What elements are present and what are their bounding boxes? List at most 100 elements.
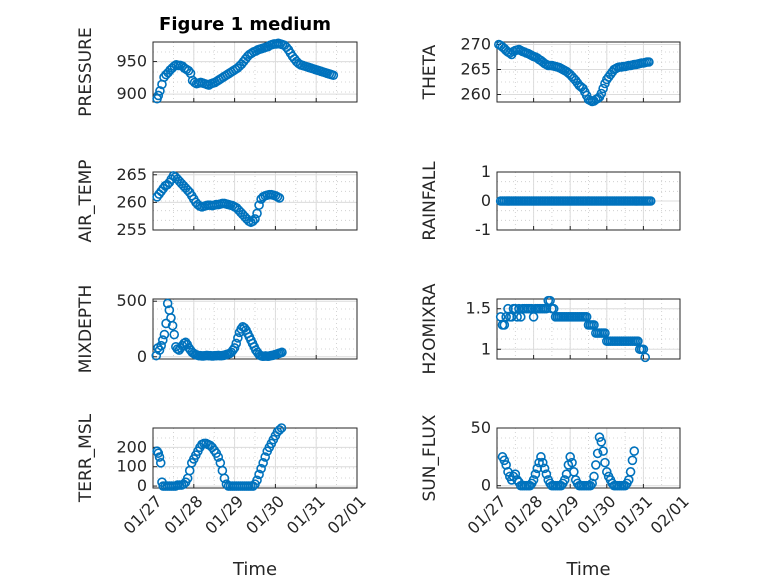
xtick-label: 01/31 (610, 492, 656, 538)
data-point (154, 345, 165, 355)
data-point (596, 88, 607, 99)
data-point (252, 475, 262, 486)
data-point (510, 469, 521, 479)
ytick-label: 1 (481, 162, 491, 181)
ytick-label: 950 (116, 52, 147, 71)
data-point (559, 475, 570, 485)
ytick-label: 260 (460, 85, 491, 104)
data-point (156, 340, 166, 351)
data-point (528, 475, 539, 485)
series-terr_msl (152, 423, 287, 491)
figure-title: Figure 1 medium (159, 14, 331, 35)
subplot-rainfall: -1 0 1 RAINFALL (420, 161, 681, 241)
xtick-label: 02/01 (324, 492, 370, 538)
data-point (254, 469, 264, 480)
data-point (594, 432, 605, 443)
data-point (589, 471, 599, 482)
data-point (161, 318, 171, 329)
data-point (250, 214, 260, 224)
subplot-grid: 900 950 PRESSURE 260 265 270 THETA 255 260 265 AIR… (76, 27, 693, 580)
data-point (213, 452, 224, 462)
data-point (157, 335, 168, 345)
data-point (276, 423, 287, 433)
ylabel: H2OMIXRA (420, 283, 440, 374)
data-point (565, 452, 576, 462)
ytick-label: 100 (116, 457, 147, 476)
xtick-label: 01/31 (283, 492, 329, 538)
series-mixdepth (151, 298, 287, 362)
ylabel: SUN_FLUX (420, 414, 440, 501)
data-point (183, 65, 194, 76)
data-point (258, 458, 268, 468)
series-air_temp (152, 171, 285, 228)
xlabel: Time (565, 559, 610, 580)
ytick-label: 265 (116, 165, 147, 184)
xtick-label: 01/27 (464, 492, 510, 538)
ytick-label: 0 (481, 476, 491, 495)
xtick-label: 01/28 (160, 492, 206, 538)
series-theta (494, 39, 654, 107)
data-point (601, 467, 612, 477)
data-point (585, 480, 596, 491)
data-point (229, 343, 240, 353)
xtick-label: 02/01 (647, 492, 693, 538)
ytick-label: 260 (116, 192, 147, 211)
ylabel: THETA (420, 44, 440, 100)
data-point (598, 446, 608, 456)
data-point (233, 333, 243, 343)
data-point (536, 452, 546, 462)
data-point (645, 196, 656, 206)
data-point (567, 457, 577, 468)
xlabel: Time (232, 559, 277, 580)
data-point (629, 446, 640, 456)
subplot-mixdepth: 0 500 MIXDEPTH (76, 285, 358, 373)
data-point (541, 469, 552, 479)
ytick-label: 200 (116, 437, 147, 456)
series-pressure (152, 38, 339, 104)
ylabel: RAINFALL (420, 161, 440, 241)
data-point (169, 329, 180, 340)
xtick-label: 01/30 (242, 492, 288, 538)
ytick-label: 900 (116, 84, 147, 103)
data-point (155, 86, 165, 96)
data-point (274, 425, 285, 435)
data-point (499, 455, 510, 466)
ytick-label: 0 (137, 347, 147, 366)
ytick-label: 0 (137, 476, 147, 495)
series-sun_flux (497, 432, 640, 491)
ytick-label: 265 (460, 60, 491, 79)
ytick-label: 1.5 (466, 299, 491, 318)
data-point (600, 457, 610, 468)
data-point (625, 467, 636, 477)
data-point (591, 460, 601, 470)
subplot-pressure: 900 950 PRESSURE (76, 27, 358, 117)
subplot-air_temp: 255 260 265 AIR_TEMP (76, 160, 358, 243)
data-point (596, 437, 607, 447)
ytick-label: 255 (116, 220, 147, 239)
ytick-label: 270 (460, 35, 491, 54)
ytick-label: 50 (471, 418, 491, 437)
ytick-label: 1 (481, 339, 491, 358)
axes-frame (152, 41, 358, 103)
ytick-label: 0 (481, 191, 491, 210)
data-point (274, 193, 285, 203)
data-point (530, 469, 541, 479)
data-point (155, 458, 166, 468)
ylabel: AIR_TEMP (76, 160, 96, 243)
data-point (598, 83, 608, 94)
xtick-label: 01/27 (120, 492, 166, 538)
data-point (256, 463, 266, 474)
subplot-theta: 260 265 270 THETA (420, 35, 681, 107)
data-point (534, 457, 544, 468)
data-point (640, 352, 651, 363)
series-rainfall (495, 196, 656, 206)
data-point (328, 70, 339, 81)
data-point (260, 452, 271, 462)
xtick-label: 01/29 (201, 492, 247, 538)
data-point (162, 298, 173, 309)
data-point (644, 57, 654, 67)
data-point (537, 457, 548, 468)
ylabel: PRESSURE (76, 27, 96, 116)
